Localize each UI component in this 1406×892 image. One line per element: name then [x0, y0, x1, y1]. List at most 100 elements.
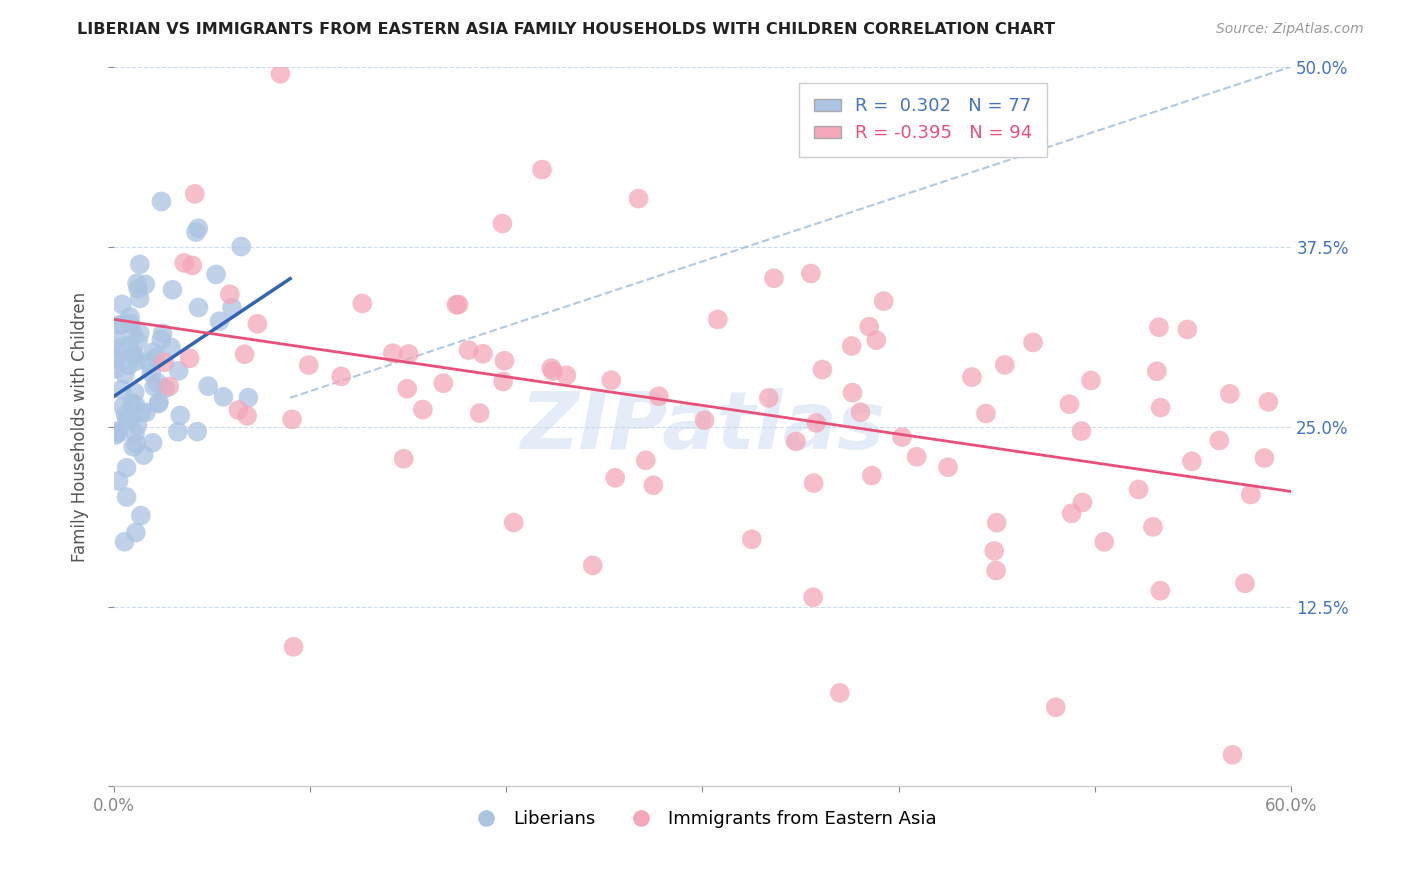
Point — [142, 345, 165, 359]
Point — [160, 341, 183, 355]
Point — [491, 217, 513, 231]
Point — [803, 476, 825, 491]
Point — [762, 271, 785, 285]
Point — [494, 353, 516, 368]
Point — [110, 340, 132, 354]
Point — [1240, 487, 1263, 501]
Point — [128, 326, 150, 340]
Point — [634, 453, 657, 467]
Point — [141, 366, 163, 380]
Point — [1128, 483, 1150, 497]
Point — [111, 383, 134, 397]
Point — [849, 405, 872, 419]
Point — [187, 221, 209, 235]
Point — [246, 317, 269, 331]
Text: Source: ZipAtlas.com: Source: ZipAtlas.com — [1216, 22, 1364, 37]
Point — [1022, 335, 1045, 350]
Point — [127, 418, 149, 433]
Point — [107, 318, 129, 332]
Point — [148, 395, 170, 409]
Point — [134, 277, 156, 292]
Point — [218, 287, 240, 301]
Point — [111, 400, 134, 414]
Point — [233, 347, 256, 361]
Point — [1045, 700, 1067, 714]
Point — [540, 361, 562, 376]
Point — [148, 397, 170, 411]
Point — [269, 67, 291, 81]
Point — [352, 296, 374, 310]
Point — [150, 194, 173, 209]
Point — [153, 355, 176, 369]
Point — [186, 425, 208, 439]
Point — [1208, 434, 1230, 448]
Point — [105, 351, 128, 365]
Point — [1233, 576, 1256, 591]
Point — [381, 346, 404, 360]
Point — [187, 301, 209, 315]
Point — [104, 352, 127, 367]
Point — [446, 298, 468, 312]
Y-axis label: Family Households with Children: Family Households with Children — [72, 292, 89, 562]
Point — [741, 533, 763, 547]
Point — [138, 356, 160, 370]
Point — [447, 297, 470, 311]
Point — [541, 364, 564, 378]
Point — [231, 239, 253, 253]
Point — [127, 282, 149, 296]
Point — [107, 474, 129, 488]
Point — [800, 267, 823, 281]
Point — [330, 369, 353, 384]
Point — [986, 516, 1008, 530]
Point — [801, 591, 824, 605]
Point — [124, 398, 146, 412]
Point — [1219, 387, 1241, 401]
Point — [281, 412, 304, 426]
Point — [1147, 320, 1170, 334]
Point — [208, 314, 231, 328]
Point — [114, 534, 136, 549]
Point — [283, 640, 305, 654]
Point — [107, 426, 129, 441]
Point — [120, 317, 142, 331]
Point — [197, 379, 219, 393]
Legend: Liberians, Immigrants from Eastern Asia: Liberians, Immigrants from Eastern Asia — [461, 803, 943, 835]
Point — [1253, 450, 1275, 465]
Point — [582, 558, 605, 573]
Point — [155, 381, 177, 395]
Point — [627, 192, 650, 206]
Point — [125, 277, 148, 291]
Point — [693, 413, 716, 427]
Point — [184, 225, 207, 239]
Point — [146, 376, 169, 390]
Point — [115, 460, 138, 475]
Point — [125, 436, 148, 450]
Point — [118, 338, 141, 352]
Point — [104, 362, 127, 376]
Point — [127, 334, 149, 349]
Point — [605, 471, 627, 485]
Point — [600, 373, 623, 387]
Point — [145, 351, 167, 365]
Point — [1092, 534, 1115, 549]
Point — [983, 544, 1005, 558]
Point — [960, 370, 983, 384]
Point — [115, 490, 138, 504]
Point — [118, 359, 141, 373]
Point — [1146, 364, 1168, 378]
Point — [994, 358, 1017, 372]
Point — [806, 416, 828, 430]
Point — [392, 451, 415, 466]
Point — [936, 460, 959, 475]
Point — [841, 385, 863, 400]
Point — [1059, 397, 1081, 411]
Point — [118, 310, 141, 324]
Point — [1149, 401, 1171, 415]
Point — [128, 257, 150, 271]
Point — [1149, 583, 1171, 598]
Text: ZIPatlas: ZIPatlas — [520, 387, 884, 466]
Point — [142, 435, 165, 450]
Point — [114, 368, 136, 382]
Point — [984, 564, 1007, 578]
Point — [828, 686, 851, 700]
